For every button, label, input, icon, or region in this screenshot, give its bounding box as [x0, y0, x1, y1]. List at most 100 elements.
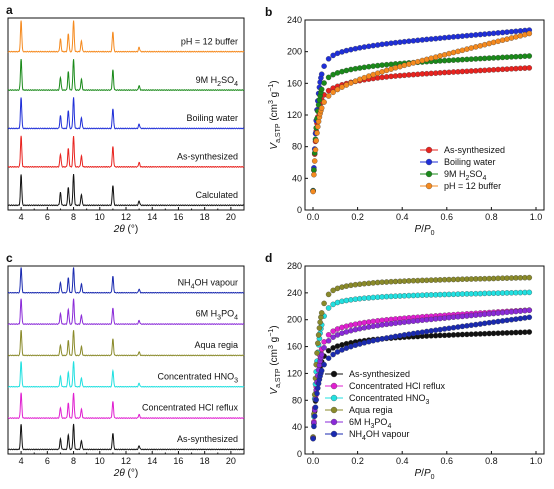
legend-marker: [425, 146, 433, 154]
isotherm-point: [311, 158, 318, 164]
y-tick-label: 120: [287, 110, 302, 120]
isotherm-point: [370, 323, 376, 330]
isotherm-point: [330, 334, 336, 340]
isotherm-point: [401, 332, 408, 338]
xrd-trace: [7, 20, 245, 53]
isotherm-point: [526, 289, 533, 296]
isotherm-point: [316, 325, 323, 331]
isotherm-point: [318, 71, 325, 77]
isotherm-point: [437, 53, 443, 59]
isotherm-point: [361, 325, 368, 331]
legend-entry: Concentrated HNO3: [349, 393, 430, 406]
isotherm-point: [325, 332, 332, 338]
isotherm-point: [325, 347, 332, 354]
isotherm-point: [310, 188, 316, 195]
x-axis-label: P/P0: [414, 224, 434, 237]
legend-entry: NH4OH vapour: [349, 429, 409, 442]
isotherm-point: [504, 36, 510, 42]
x-tick-label: 1.0: [530, 456, 543, 466]
isotherm-point: [343, 297, 350, 304]
isotherm-point: [423, 328, 430, 335]
isotherm-point: [318, 86, 325, 93]
plot-frame: [304, 265, 545, 455]
legend-marker: [425, 158, 433, 166]
y-tick-label: 40: [292, 173, 302, 183]
isotherm-point: [526, 274, 533, 281]
x-tick-label: 6: [45, 212, 50, 222]
isotherm-point: [526, 307, 533, 314]
isotherm-point: [321, 99, 327, 105]
isotherm-point: [490, 39, 497, 46]
y-tick-label: 160: [287, 342, 302, 352]
x-tick-label: 0.0: [307, 456, 320, 466]
legend-entry: Aqua regia: [349, 405, 393, 415]
x-tick-label: 0.4: [396, 212, 409, 222]
isotherm-point: [406, 331, 412, 337]
y-tick-label: 0: [297, 449, 302, 459]
xrd-trace: [7, 298, 245, 325]
isotherm-point: [318, 105, 325, 111]
x-tick-label: 0.0: [307, 212, 320, 222]
legend-entry: As-synthesized: [444, 145, 505, 155]
legend-marker: [330, 406, 338, 414]
isotherm-point: [310, 435, 316, 442]
trace-label: Calculated: [195, 190, 238, 200]
y-tick-label: 120: [287, 368, 302, 378]
isotherm-point: [325, 74, 332, 81]
isotherm-point: [446, 50, 452, 57]
x-axis-label: 2θ (°): [113, 224, 138, 235]
isotherm-point: [325, 56, 332, 62]
isotherm-point: [343, 329, 350, 335]
trace-label: NH4OH vapour: [178, 277, 238, 290]
isotherm-point: [330, 52, 336, 59]
isotherm-point: [321, 63, 327, 69]
isotherm-point: [517, 33, 524, 39]
isotherm-point: [513, 34, 519, 40]
legend-marker: [330, 370, 338, 378]
isotherm-point: [526, 314, 533, 321]
isotherm-point: [321, 339, 327, 345]
legend-marker: [330, 418, 338, 426]
isotherm-point: [437, 326, 443, 333]
x-tick-label: 16: [173, 212, 183, 222]
x-tick-label: 20: [226, 456, 236, 466]
isotherm-point: [357, 45, 363, 51]
isotherm-point: [315, 123, 321, 130]
x-tick-label: 0.6: [441, 456, 454, 466]
trace-label: 6M H3PO4: [196, 309, 238, 322]
trace-label: As-synthesized: [177, 152, 238, 162]
xrd-trace: [7, 135, 245, 168]
isotherm-point: [314, 390, 320, 397]
isotherm-point: [450, 49, 457, 56]
isotherm-point: [311, 413, 318, 419]
isotherm-point: [383, 335, 390, 341]
y-tick-label: 80: [292, 395, 302, 405]
isotherm-point: [339, 84, 345, 90]
isotherm-point: [321, 80, 327, 86]
x-tick-label: 4: [19, 456, 24, 466]
trace-label: Aqua regia: [194, 340, 238, 350]
isotherm-point: [343, 67, 350, 74]
isotherm-point: [473, 44, 479, 50]
isotherm-point: [343, 47, 350, 54]
isotherm-point: [348, 322, 354, 328]
isotherm-point: [468, 45, 475, 51]
x-tick-label: 14: [147, 212, 157, 222]
isotherm-point: [357, 320, 363, 327]
isotherm-point: [330, 89, 336, 96]
x-tick-label: 12: [121, 212, 131, 222]
isotherm-point: [423, 56, 430, 63]
isotherm-point: [526, 53, 533, 59]
y-tick-label: 280: [287, 261, 302, 271]
isotherm-point: [313, 397, 319, 403]
x-tick-label: 0.2: [351, 212, 364, 222]
isotherm-point: [392, 65, 399, 71]
legend-entry: As-synthesized: [349, 369, 410, 379]
isotherm-point: [311, 423, 317, 430]
panel-d-isotherm: d 0.0 0.2 0.4 0.6 0.8 1.0 0 40 80 120 160 200 240 280 P…: [265, 251, 545, 481]
xrd-trace: [7, 330, 245, 357]
isotherm-point: [495, 38, 501, 45]
x-tick-label: 8: [71, 456, 76, 466]
plot-frame: [7, 265, 245, 455]
